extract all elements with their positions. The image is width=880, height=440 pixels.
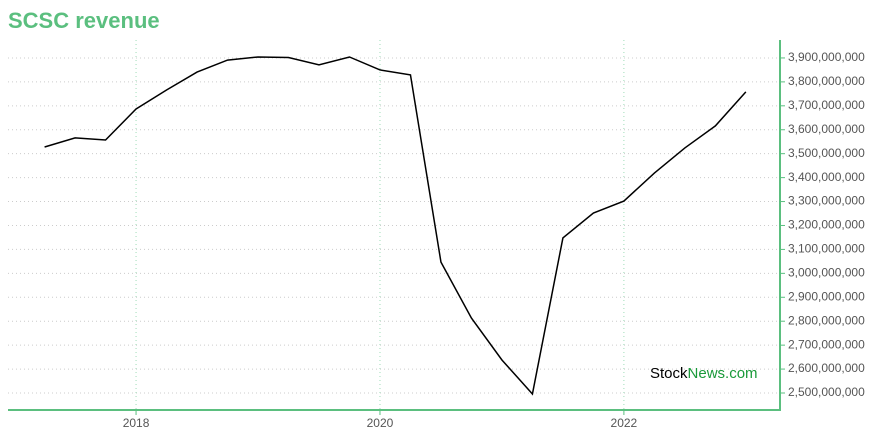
chart-title: SCSC revenue bbox=[8, 8, 160, 33]
watermark-part: News.com bbox=[688, 365, 758, 382]
y-tick-label: 2,700,000,000 bbox=[788, 337, 865, 351]
y-tick-label: 3,000,000,000 bbox=[788, 266, 865, 280]
y-tick-label: 3,600,000,000 bbox=[788, 122, 865, 136]
y-tick-label: 3,100,000,000 bbox=[788, 242, 865, 256]
y-tick-label: 2,900,000,000 bbox=[788, 289, 865, 303]
y-tick-label: 3,800,000,000 bbox=[788, 74, 865, 88]
line-series bbox=[44, 56, 747, 396]
y-tick-label: 2,500,000,000 bbox=[788, 385, 865, 399]
watermark-part: Stock bbox=[650, 365, 688, 382]
y-tick-label: 3,200,000,000 bbox=[788, 218, 865, 232]
y-tick-label: 3,300,000,000 bbox=[788, 194, 865, 208]
x-tick-label: 2018 bbox=[123, 416, 150, 430]
y-tick-label: 2,600,000,000 bbox=[788, 361, 865, 375]
y-tick-label: 3,400,000,000 bbox=[788, 170, 865, 184]
y-tick-label: 3,900,000,000 bbox=[788, 50, 865, 64]
y-tick-label: 3,500,000,000 bbox=[788, 146, 865, 160]
x-tick-label: 2022 bbox=[611, 416, 638, 430]
x-tick-label: 2020 bbox=[367, 416, 394, 430]
y-tick-label: 2,800,000,000 bbox=[788, 313, 865, 327]
y-tick-label: 3,700,000,000 bbox=[788, 98, 865, 112]
watermark: StockNews.com bbox=[650, 365, 758, 382]
